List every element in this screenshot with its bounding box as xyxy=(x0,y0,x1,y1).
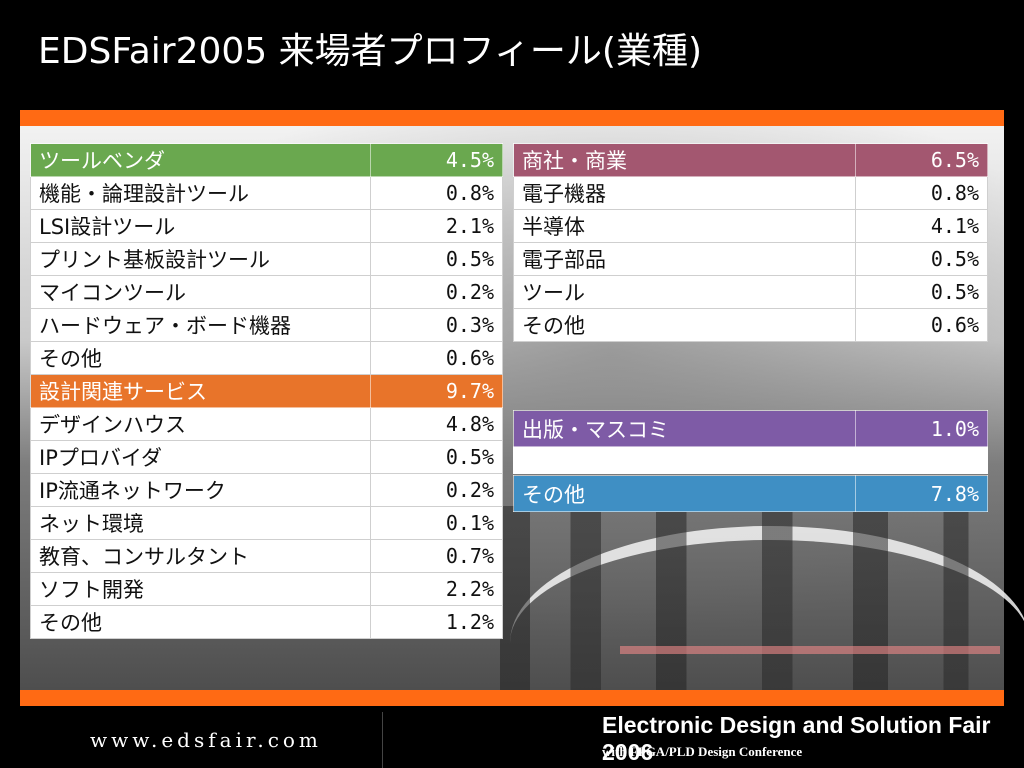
category-value: 2.2% xyxy=(370,572,503,606)
category-value: 0.5% xyxy=(855,242,988,276)
category-label: ツール xyxy=(513,275,856,309)
table-row: 電子部品 0.5% xyxy=(513,242,988,276)
slide-title: EDSFair2005 来場者プロフィール(業種) xyxy=(38,31,703,72)
category-value: 0.5% xyxy=(370,242,503,276)
category-label: 設計関連サービス xyxy=(30,374,371,408)
table-row: その他 1.2% xyxy=(30,605,503,639)
category-header-row: 商社・商業 6.5% xyxy=(513,143,988,177)
category-value: 0.8% xyxy=(855,176,988,210)
category-value: 0.2% xyxy=(370,473,503,507)
category-value: 0.7% xyxy=(370,539,503,573)
spacer-cell xyxy=(513,447,988,474)
photo-crowd xyxy=(500,506,1004,690)
category-label: 電子部品 xyxy=(513,242,856,276)
photo-stripe xyxy=(620,646,1000,654)
category-value: 1.0% xyxy=(855,410,988,447)
category-value: 0.2% xyxy=(370,275,503,309)
category-label: 商社・商業 xyxy=(513,143,856,177)
other-table: その他 7.8% xyxy=(513,475,988,512)
publishing-table: 出版・マスコミ 1.0% xyxy=(513,410,988,447)
category-value: 2.1% xyxy=(370,209,503,243)
category-value: 0.5% xyxy=(855,275,988,309)
table-row: ツール 0.5% xyxy=(513,275,988,309)
category-value: 7.8% xyxy=(855,475,988,512)
category-value: 0.5% xyxy=(370,440,503,474)
category-label: LSI設計ツール xyxy=(30,209,371,243)
table-row: その他 7.8% xyxy=(513,475,988,512)
category-label: 教育、コンサルタント xyxy=(30,539,371,573)
category-label: ハードウェア・ボード機器 xyxy=(30,308,371,342)
table-row: 半導体 4.1% xyxy=(513,209,988,243)
category-label: 半導体 xyxy=(513,209,856,243)
category-value: 0.1% xyxy=(370,506,503,540)
category-value: 4.1% xyxy=(855,209,988,243)
table-row: IP流通ネットワーク 0.2% xyxy=(30,473,503,507)
category-label: その他 xyxy=(513,475,856,512)
category-value: 0.8% xyxy=(370,176,503,210)
table-row: プリント基板設計ツール 0.5% xyxy=(30,242,503,276)
table-row: IPプロバイダ 0.5% xyxy=(30,440,503,474)
category-label: ネット環境 xyxy=(30,506,371,540)
category-value: 9.7% xyxy=(370,374,503,408)
category-value: 0.3% xyxy=(370,308,503,342)
category-value: 1.2% xyxy=(370,605,503,639)
category-label: その他 xyxy=(513,308,856,342)
table-row: LSI設計ツール 2.1% xyxy=(30,209,503,243)
category-value: 4.8% xyxy=(370,407,503,441)
category-header-row: ツールベンダ 4.5% xyxy=(30,143,503,177)
category-label: プリント基板設計ツール xyxy=(30,242,371,276)
category-label: ソフト開発 xyxy=(30,572,371,606)
table-row: 教育、コンサルタント 0.7% xyxy=(30,539,503,573)
table-row: ハードウェア・ボード機器 0.3% xyxy=(30,308,503,342)
category-label: IP流通ネットワーク xyxy=(30,473,371,507)
category-label: マイコンツール xyxy=(30,275,371,309)
category-value: 6.5% xyxy=(855,143,988,177)
table-row: 出版・マスコミ 1.0% xyxy=(513,410,988,447)
top-accent-bar xyxy=(20,110,1004,126)
category-header-row: 設計関連サービス 9.7% xyxy=(30,374,503,408)
category-label: 電子機器 xyxy=(513,176,856,210)
category-label: 出版・マスコミ xyxy=(513,410,856,447)
table-row: 機能・論理設計ツール 0.8% xyxy=(30,176,503,210)
category-label: デザインハウス xyxy=(30,407,371,441)
table-row: その他 0.6% xyxy=(513,308,988,342)
footer-url: www.edsfair.com xyxy=(90,728,322,752)
table-row: その他 0.6% xyxy=(30,341,503,375)
category-label: その他 xyxy=(30,341,371,375)
table-row: 電子機器 0.8% xyxy=(513,176,988,210)
left-industry-table: ツールベンダ 4.5% 機能・論理設計ツール 0.8% LSI設計ツール 2.1% プリント… xyxy=(30,143,503,639)
category-label: 機能・論理設計ツール xyxy=(30,176,371,210)
fair-subtitle: with FPGA/PLD Design Conference xyxy=(602,744,803,759)
category-label: IPプロバイダ xyxy=(30,440,371,474)
category-label: その他 xyxy=(30,605,371,639)
table-row: ソフト開発 2.2% xyxy=(30,572,503,606)
right-industry-table: 商社・商業 6.5% 電子機器 0.8% 半導体 4.1% 電子部品 0.5% ツール 0.5% そ… xyxy=(513,143,988,342)
category-label: ツールベンダ xyxy=(30,143,371,177)
table-row: マイコンツール 0.2% xyxy=(30,275,503,309)
bottom-accent-bar xyxy=(20,690,1004,706)
table-row: デザインハウス 4.8% xyxy=(30,407,503,441)
category-value: 4.5% xyxy=(370,143,503,177)
category-value: 0.6% xyxy=(855,308,988,342)
footer-divider xyxy=(382,712,383,768)
fair-name: Electronic Design and Solution Fair 2006 xyxy=(602,712,991,765)
category-value: 0.6% xyxy=(370,341,503,375)
table-row: ネット環境 0.1% xyxy=(30,506,503,540)
